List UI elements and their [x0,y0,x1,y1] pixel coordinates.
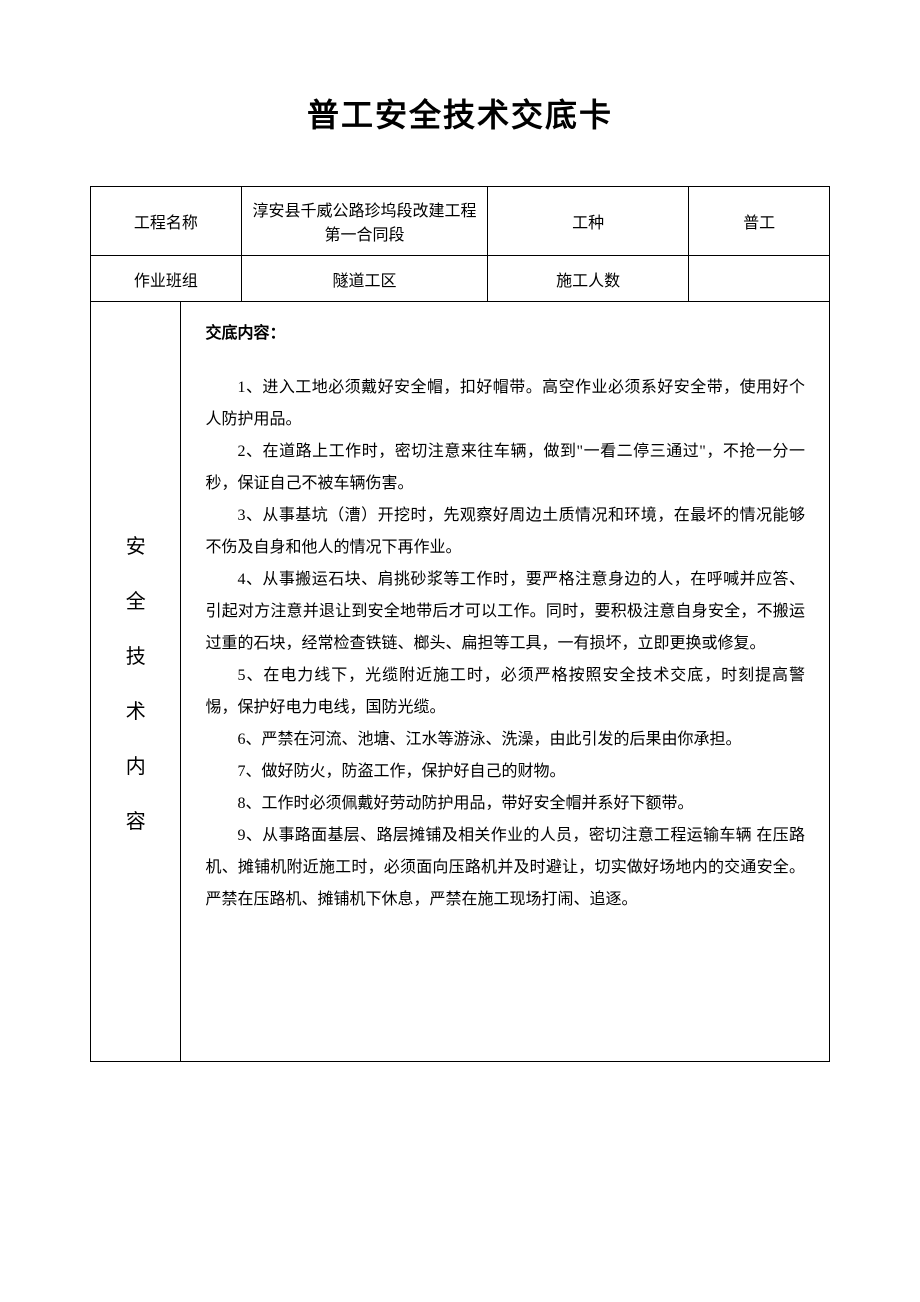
label-team: 作业班组 [91,256,242,302]
value-worker-count [689,256,830,302]
content-body: 1、进入工地必须戴好安全帽，扣好帽带。高空作业必须系好安全带，使用好个人防护用品… [205,372,805,916]
label-project-name: 工程名称 [91,187,242,256]
content-item: 8、工作时必须佩戴好劳动防护用品，带好安全帽并系好下额带。 [205,788,805,820]
value-project-name: 淳安县千威公路珍坞段改建工程第一合同段 [241,187,487,256]
table-row: 安 全 技 术 内 容 交底内容： 1、进入工地必须戴好安全帽，扣好帽带。高空作… [91,302,830,1062]
content-item: 7、做好防火，防盗工作，保护好自己的财物。 [205,756,805,788]
content-item: 5、在电力线下，光缆附近施工时，必须严格按照安全技术交底，时刻提高警惕，保护好电… [205,660,805,724]
content-item: 1、进入工地必须戴好安全帽，扣好帽带。高空作业必须系好安全带，使用好个人防护用品… [205,372,805,436]
label-worker-count: 施工人数 [488,256,689,302]
content-heading: 交底内容： [205,318,805,350]
vertical-char: 内 [126,750,146,779]
document-title: 普工安全技术交底卡 [90,90,830,136]
section-label-safety-content: 安 全 技 术 内 容 [91,302,181,1062]
content-item: 4、从事搬运石块、肩挑砂浆等工作时，要严格注意身边的人，在呼喊并应答、引起对方注… [205,564,805,660]
form-table: 工程名称 淳安县千威公路珍坞段改建工程第一合同段 工种 普工 作业班组 隧道工区… [90,186,830,1062]
vertical-char: 安 [126,530,146,559]
vertical-char: 容 [126,805,146,834]
vertical-char: 技 [126,640,146,669]
content-item: 3、从事基坑（漕）开挖时，先观察好周边土质情况和环境，在最坏的情况能够不伤及自身… [205,500,805,564]
content-item: 6、严禁在河流、池塘、江水等游泳、洗澡，由此引发的后果由你承担。 [205,724,805,756]
label-work-type: 工种 [488,187,689,256]
content-cell: 交底内容： 1、进入工地必须戴好安全帽，扣好帽带。高空作业必须系好安全带，使用好… [181,302,830,1062]
table-row: 作业班组 隧道工区 施工人数 [91,256,830,302]
vertical-char: 术 [126,695,146,724]
value-work-type: 普工 [689,187,830,256]
vertical-char: 全 [126,585,146,614]
value-team: 隧道工区 [241,256,487,302]
table-row: 工程名称 淳安县千威公路珍坞段改建工程第一合同段 工种 普工 [91,187,830,256]
content-item: 2、在道路上工作时，密切注意来往车辆，做到"一看二停三通过"，不抢一分一秒，保证… [205,436,805,500]
content-item: 9、从事路面基层、路层摊铺及相关作业的人员，密切注意工程运输车辆 在压路机、摊铺… [205,820,805,916]
